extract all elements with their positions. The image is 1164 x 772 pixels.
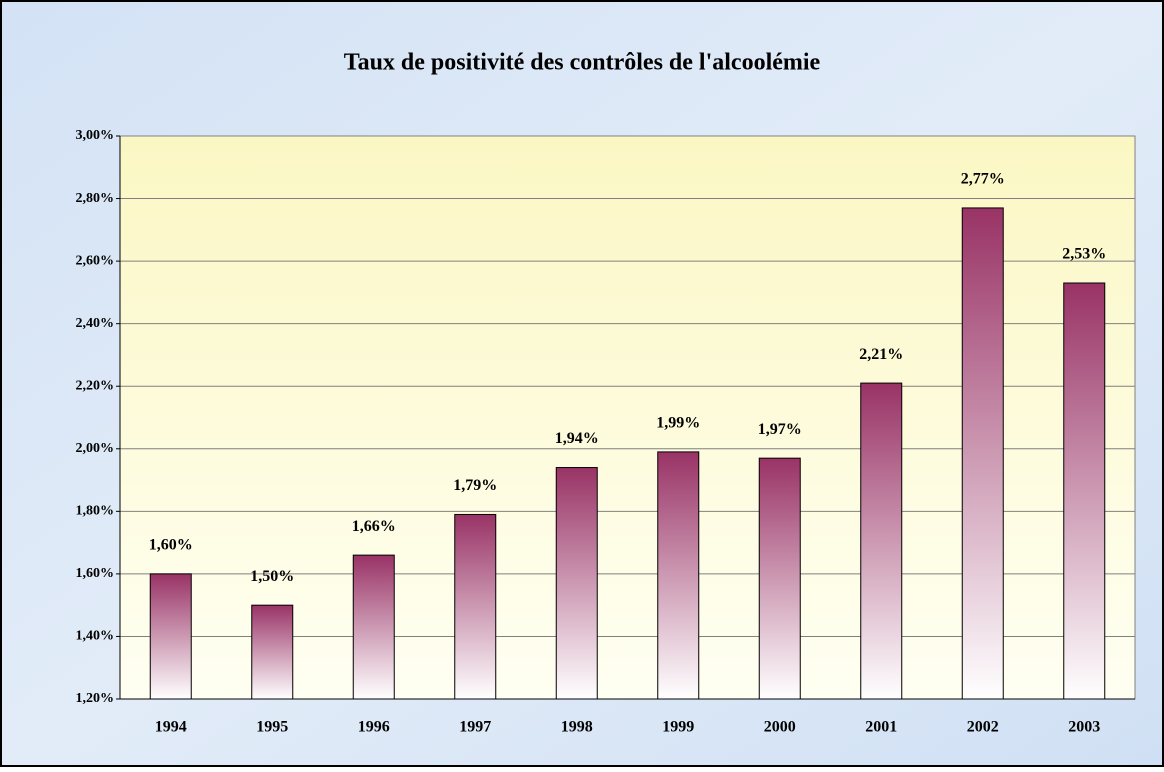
bar	[860, 382, 903, 700]
y-tick-label: 2,60%	[76, 253, 115, 268]
y-tick-label: 2,20%	[76, 378, 115, 393]
data-label: 2,21%	[859, 346, 903, 363]
data-label: 1,50%	[250, 568, 294, 585]
data-label: 2,77%	[961, 171, 1005, 188]
x-tick-label: 1999	[662, 719, 694, 736]
y-tick-label: 3,00%	[76, 128, 115, 143]
x-tick-label: 1996	[358, 719, 390, 736]
data-label: 1,66%	[352, 518, 396, 535]
data-label: 2,53%	[1062, 246, 1106, 263]
x-tick-label: 1995	[256, 719, 288, 736]
bar	[454, 513, 497, 700]
x-tick-label: 2002	[967, 719, 999, 736]
bar	[961, 207, 1004, 700]
bar	[657, 451, 700, 700]
data-label: 1,99%	[656, 415, 700, 432]
bar	[352, 554, 395, 700]
chart-title: Taux de positivité des contrôles de l'al…	[344, 50, 821, 76]
y-tick-label: 2,00%	[76, 441, 115, 456]
y-tick-label: 2,40%	[76, 316, 115, 331]
data-label: 1,60%	[149, 537, 193, 554]
bar	[251, 604, 294, 700]
data-label: 1,94%	[555, 430, 599, 447]
y-tick-label: 1,80%	[76, 504, 115, 519]
x-tick-label: 1994	[155, 719, 187, 736]
y-tick-label: 1,40%	[76, 629, 115, 644]
x-tick-label: 1998	[561, 719, 593, 736]
y-tick-label: 2,80%	[76, 191, 115, 206]
data-label: 1,79%	[453, 477, 497, 494]
bar	[149, 573, 192, 700]
x-tick-label: 2003	[1068, 719, 1100, 736]
data-label: 1,97%	[758, 421, 802, 438]
y-tick-label: 1,20%	[76, 691, 115, 706]
bar	[1063, 282, 1106, 700]
x-tick-label: 2001	[865, 719, 897, 736]
x-tick-label: 1997	[459, 719, 491, 736]
x-tick-label: 2000	[764, 719, 796, 736]
y-tick-label: 1,60%	[76, 566, 115, 581]
bar	[758, 457, 801, 700]
bar	[555, 467, 598, 700]
